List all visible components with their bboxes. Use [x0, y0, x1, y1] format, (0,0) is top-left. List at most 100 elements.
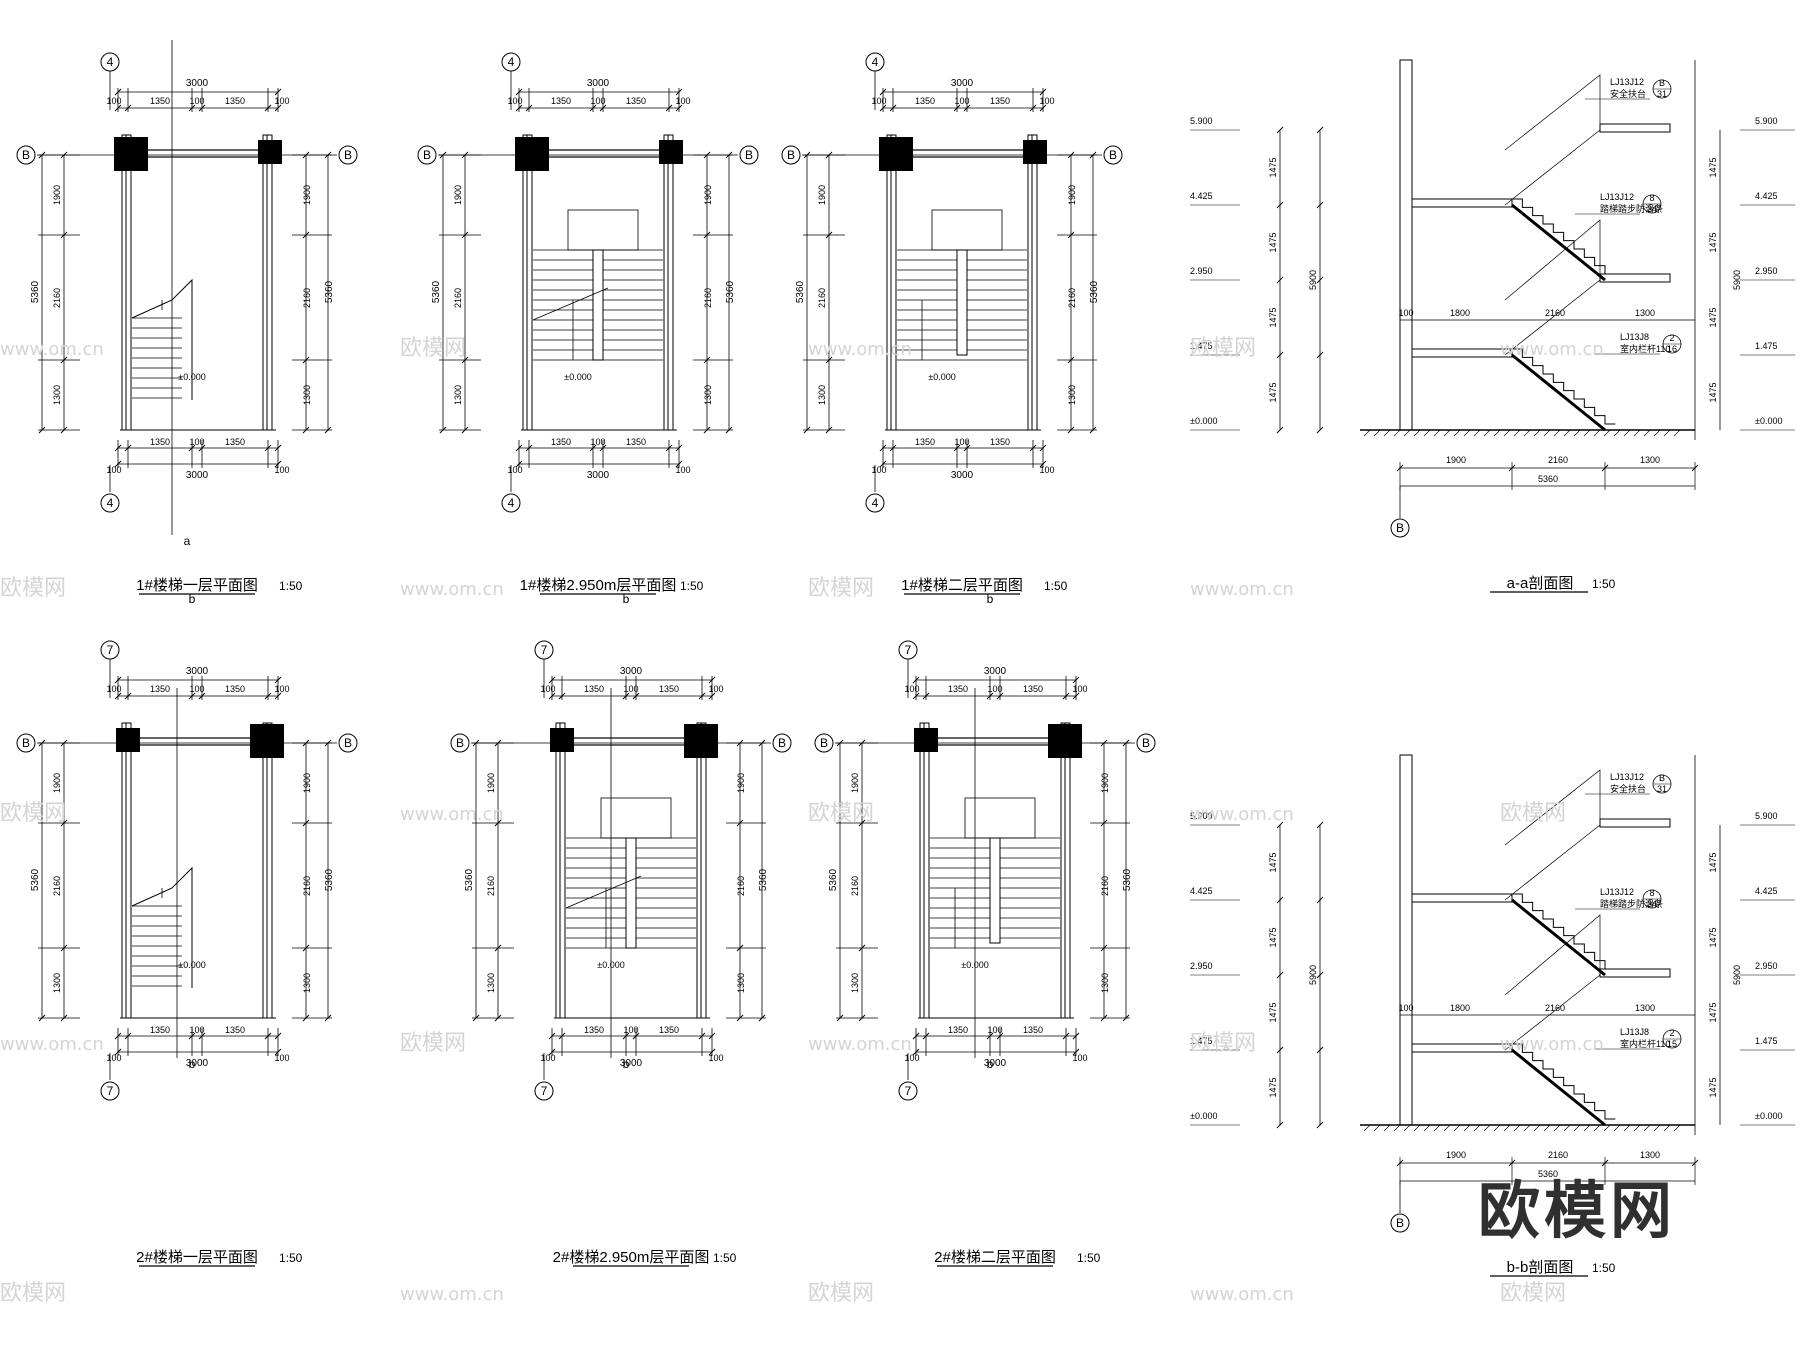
- ground-hatch: [1393, 1124, 1401, 1132]
- dim-tick: [124, 104, 132, 112]
- dim-depth-left: 5360: [795, 280, 806, 303]
- column-left: [550, 728, 574, 752]
- dim-seg-2: 1350: [915, 96, 935, 106]
- dim-total-left: 5900: [1308, 965, 1318, 985]
- dim-v3: 1300: [453, 385, 463, 405]
- dim-tick: [703, 151, 711, 159]
- column-right: [258, 140, 282, 164]
- dim-tick: [439, 426, 447, 434]
- dim-tick: [124, 444, 132, 452]
- dim-tick: [558, 1032, 566, 1040]
- dim-tick: [494, 1014, 502, 1022]
- axis-top: 4: [872, 55, 879, 69]
- site-watermark: www.om.cn: [1500, 339, 1604, 360]
- ref-low-page: 16: [1667, 344, 1677, 354]
- dim-tick: [736, 1014, 744, 1022]
- ground-hatch: [1563, 1124, 1571, 1132]
- dim-depth-left: 5360: [30, 868, 41, 891]
- dim-seg-4: 1350: [225, 684, 245, 694]
- axis-b-left: B: [423, 148, 431, 162]
- axis-b-left-circle: [16, 733, 36, 753]
- ground-hatch: [1373, 429, 1381, 437]
- dim-overall-top: 3000: [587, 78, 610, 89]
- dim-tick: [825, 356, 833, 364]
- dim-v2r: 2160: [703, 288, 713, 308]
- dim-tick: [879, 444, 887, 452]
- dim-seg-5: 100: [1039, 96, 1054, 106]
- dim-tick: [703, 426, 711, 434]
- dim-tick: [124, 692, 132, 700]
- dim-flight-right: 1475: [1708, 1077, 1718, 1097]
- dim-v3r: 1300: [302, 973, 312, 993]
- axis-top-circle: [501, 52, 521, 72]
- stair-plan-6: B B 7 3000 100 1350 100 1350 100 1350 100 1350 100 10…: [814, 592, 1156, 1267]
- dim-tick: [461, 356, 469, 364]
- dim-seg-b2: 1350: [150, 1025, 170, 1035]
- flight-outline-up: [1504, 219, 1601, 356]
- dim-tick: [675, 88, 683, 96]
- dim-tick: [879, 104, 887, 112]
- dim-tick: [1276, 276, 1284, 284]
- level-right: 5.900: [1755, 116, 1778, 126]
- site-watermark: 欧模网: [1190, 336, 1256, 361]
- landing-outline: [567, 209, 639, 251]
- dim-seg-5: 100: [675, 96, 690, 106]
- dim-seg-2: 1350: [150, 96, 170, 106]
- dim-tick: [632, 692, 640, 700]
- ref-low-num: 2: [1669, 333, 1674, 343]
- dim-tick: [60, 739, 68, 747]
- dim-tick: [953, 104, 961, 112]
- dim-seg-b3: 100: [189, 437, 204, 447]
- dim-run: 2160: [1545, 1003, 1565, 1013]
- dim-v3: 1300: [52, 973, 62, 993]
- dim-tick: [114, 444, 122, 452]
- center-handrail: [989, 837, 1001, 944]
- section-cut-label: a: [184, 534, 191, 548]
- axis-b-left: B: [787, 148, 795, 162]
- dim-v1r: 1900: [1100, 773, 1110, 793]
- ground-hatch: [1553, 1124, 1561, 1132]
- column-left: [116, 728, 140, 752]
- axis-b-left-circle: [814, 733, 834, 753]
- ground-hatch: [1613, 1124, 1621, 1132]
- ground-hatch: [1443, 429, 1451, 437]
- dim-tick: [274, 676, 282, 684]
- axis-b-left-circle: [417, 145, 437, 165]
- column-left: [914, 728, 938, 752]
- dim-tick: [912, 1048, 920, 1056]
- dim-tick: [461, 231, 469, 239]
- ground-hatch: [1593, 1124, 1601, 1132]
- dim-v3r: 1300: [1100, 973, 1110, 993]
- dim-tick: [1100, 739, 1108, 747]
- dim-tick: [302, 1014, 310, 1022]
- dim-tick: [986, 1032, 994, 1040]
- dim-tick: [1508, 1159, 1516, 1167]
- dim-tick: [114, 88, 122, 96]
- ref-mid-note: 踏梯踏步防滑条: [1600, 898, 1663, 909]
- dim-v3r: 1300: [703, 385, 713, 405]
- dim-seg-b4: 1350: [659, 1025, 679, 1035]
- dim-tick: [1100, 944, 1108, 952]
- dim-seg-b1: 100: [904, 1053, 919, 1063]
- dim-tick: [1029, 444, 1037, 452]
- dim-tick: [274, 88, 282, 96]
- ground-hatch: [1563, 429, 1571, 437]
- ref-top-note: 安全扶台: [1610, 783, 1646, 794]
- column-right: [684, 724, 718, 758]
- ground-hatch: [1413, 1124, 1421, 1132]
- dim-tick: [825, 151, 833, 159]
- dim-seg-3: 100: [189, 96, 204, 106]
- site-watermark: 欧模网: [400, 336, 466, 361]
- dim-v2r: 2160: [1100, 876, 1110, 896]
- plan-scale: 1:50: [1077, 1251, 1101, 1265]
- dim-tick: [1276, 126, 1284, 134]
- dim-tick: [589, 444, 597, 452]
- section-wall: [1399, 754, 1413, 1126]
- dim-flight-left: 1475: [1268, 927, 1278, 947]
- site-watermark: www.om.cn: [1500, 1034, 1604, 1055]
- dim-flight-right: 1475: [1708, 307, 1718, 327]
- ref-low-page: 15: [1667, 1039, 1677, 1049]
- landing-outline: [600, 797, 672, 839]
- dim-tick: [1316, 1121, 1324, 1129]
